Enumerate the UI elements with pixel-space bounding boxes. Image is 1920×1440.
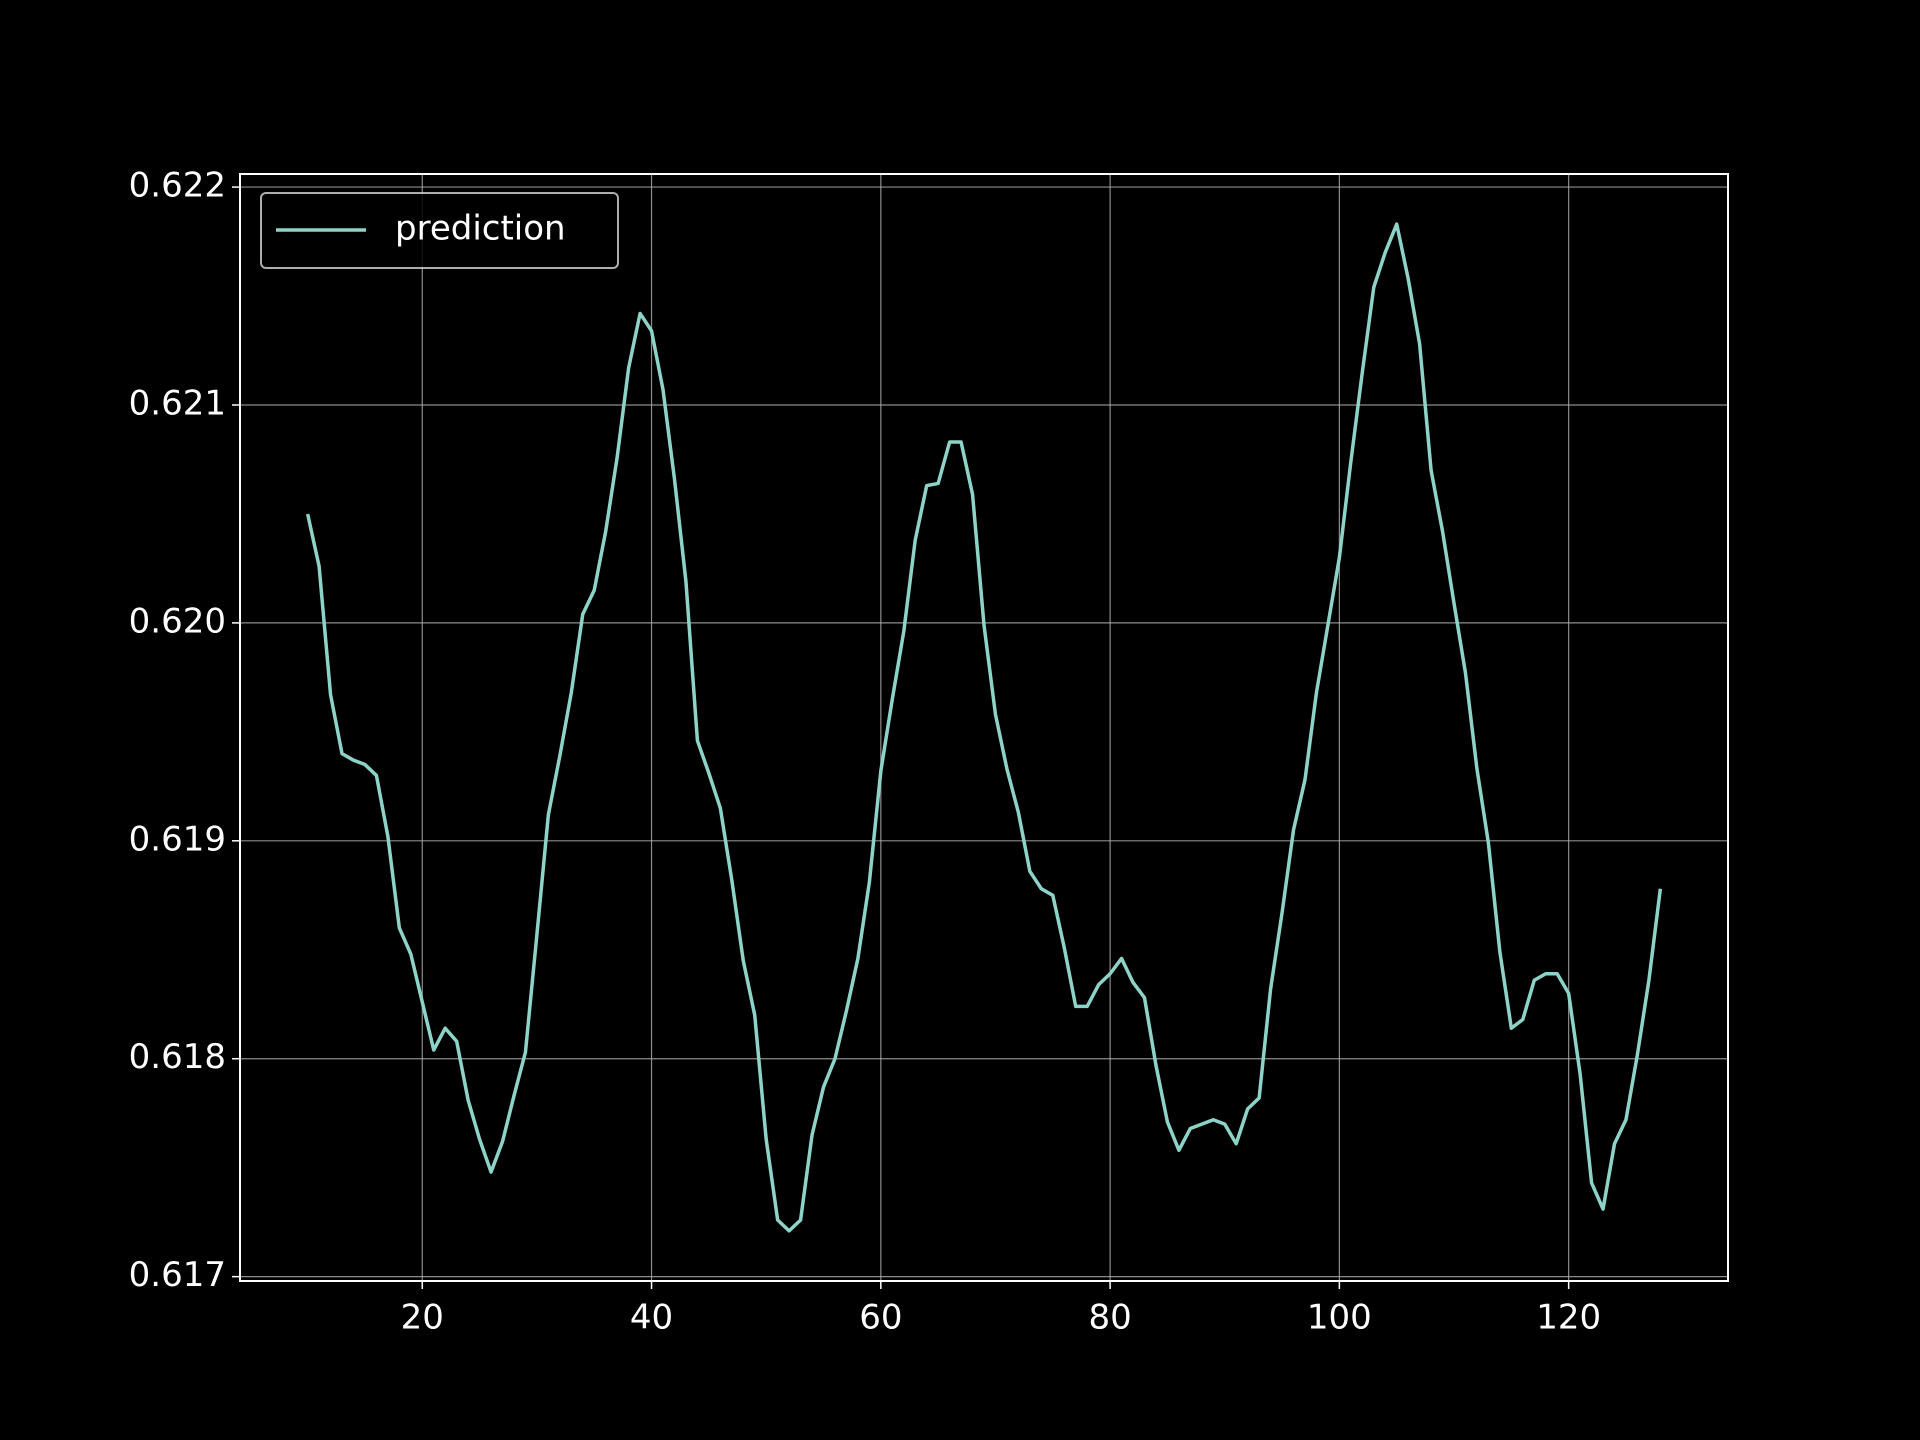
y-tick-label: 0.621 bbox=[129, 383, 226, 423]
legend: prediction bbox=[260, 192, 619, 269]
legend-label: prediction bbox=[395, 209, 566, 249]
y-tick-label: 0.618 bbox=[129, 1037, 226, 1077]
plot-frame bbox=[239, 173, 1729, 1282]
x-tick-label: 120 bbox=[1536, 1298, 1601, 1338]
data-line bbox=[305, 222, 1663, 1233]
x-tick-label: 100 bbox=[1307, 1298, 1372, 1338]
y-tick-label: 0.622 bbox=[129, 166, 226, 206]
x-tick-label: 20 bbox=[401, 1298, 444, 1338]
y-tick-label: 0.620 bbox=[129, 601, 226, 641]
x-tick-label: 60 bbox=[859, 1298, 902, 1338]
y-tick-label: 0.619 bbox=[129, 819, 226, 859]
x-tick-label: 80 bbox=[1088, 1298, 1131, 1338]
legend-box bbox=[260, 192, 619, 269]
y-tick-label: 0.617 bbox=[129, 1255, 226, 1295]
x-tick-label: 40 bbox=[630, 1298, 673, 1338]
